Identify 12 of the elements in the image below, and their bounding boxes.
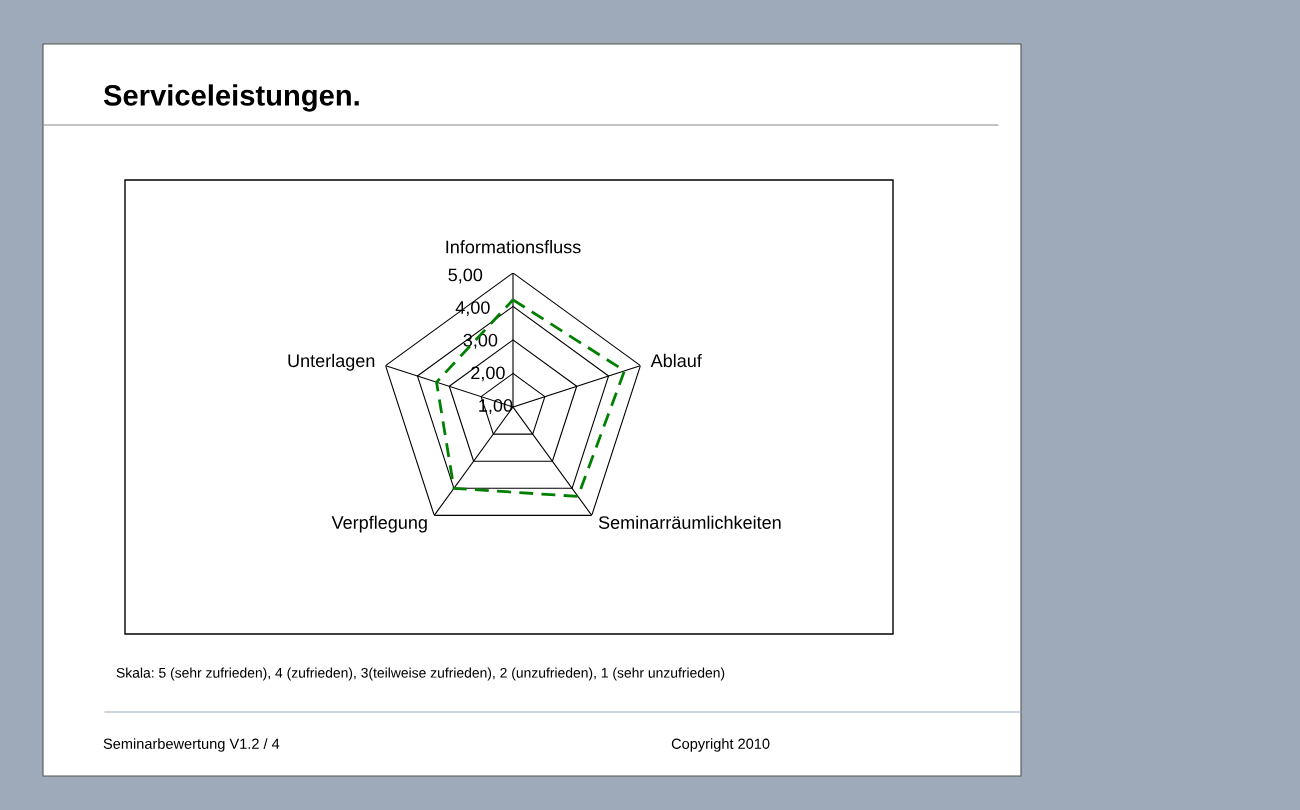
spoke-label: Unterlagen bbox=[288, 353, 375, 371]
text: Skala: 5 (sehr zufrieden), 4 (zufrieden), 3(teilweise zufrieden), 2 (unzufrieden), 1 (sehr unzufrieden) bbox=[116, 667, 725, 681]
text: Copyright 2010 bbox=[671, 738, 770, 752]
text: Seminarbewertung V1.2 / 4 bbox=[103, 738, 280, 752]
spoke-label: Informationsfluss bbox=[446, 240, 581, 254]
spoke-label: Ablauf bbox=[650, 353, 702, 368]
y-tick-label: 5,00 bbox=[448, 268, 483, 284]
spoke-label: Seminarräumlichkeiten bbox=[598, 515, 781, 529]
chart-title: Serviceleistungen. bbox=[103, 84, 359, 112]
spoke-label: Verpflegung bbox=[331, 515, 427, 533]
y-tick-label: 3,00 bbox=[463, 333, 498, 349]
y-tick-label: 2,00 bbox=[471, 366, 505, 382]
